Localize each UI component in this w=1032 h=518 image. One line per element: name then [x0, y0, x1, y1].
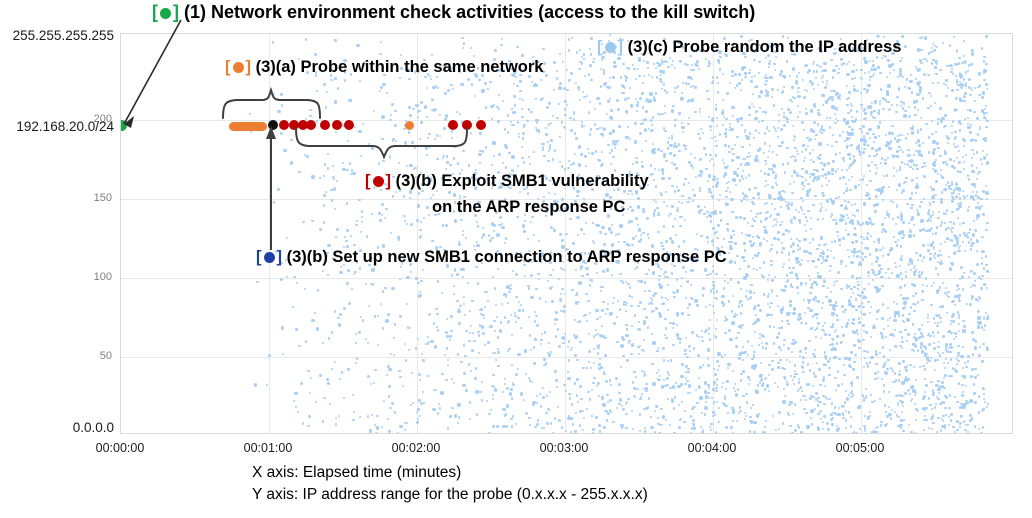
- ytick-label-max: 255.255.255.255: [12, 28, 114, 43]
- gridline-x-1: [269, 34, 270, 433]
- event-marker: [462, 120, 472, 130]
- event-marker: [121, 120, 127, 131]
- bracket-close-orange: ]: [245, 58, 252, 76]
- legend-dot-lightblue-icon: [604, 42, 616, 53]
- gridline-y-200: [121, 120, 1012, 121]
- legend-dot-red-icon: [372, 176, 384, 187]
- bracket-close-green: ]: [173, 2, 179, 22]
- gridline-x-5: [861, 34, 862, 433]
- xtick-label-4: 00:04:00: [687, 441, 737, 455]
- annotation-blue-text: (3)(b) Set up new SMB1 connection to ARP…: [286, 248, 727, 266]
- event-marker: [476, 120, 486, 130]
- annotation-lightblue-text: (3)(c) Probe random the IP address: [627, 38, 902, 56]
- bracket-close-red: ]: [385, 172, 392, 190]
- event-marker: [405, 121, 414, 130]
- bracket-open-lightblue: [: [597, 38, 603, 56]
- bracket-open-blue: [: [256, 248, 262, 266]
- ytick-label-200: 200: [93, 113, 112, 125]
- xtick-label-1: 00:01:00: [243, 441, 293, 455]
- bracket-close-blue: ]: [276, 248, 283, 266]
- event-marker: [289, 120, 299, 130]
- legend-dot-blue-icon: [263, 252, 275, 263]
- plot-area: [120, 33, 1013, 434]
- xtick-label-5: 00:05:00: [835, 441, 885, 455]
- event-marker: [279, 120, 289, 130]
- xtick-label-3: 00:03:00: [539, 441, 589, 455]
- event-marker: [332, 120, 342, 130]
- event-marker: [448, 120, 458, 130]
- x-axis-description: X axis: Elapsed time (minutes): [252, 464, 462, 481]
- annotation-red-line1: [] (3)(b) Exploit SMB1 vulnerability: [365, 172, 649, 191]
- annotation-red-line2: on the ARP response PC: [432, 198, 626, 216]
- xtick-label-0: 00:00:00: [95, 441, 145, 455]
- event-marker: [268, 120, 278, 130]
- gridline-y-50: [121, 357, 1012, 358]
- annotation-lightblue: [] (3)(c) Probe random the IP address: [597, 38, 901, 57]
- event-marker: [306, 120, 316, 130]
- gridline-x-4: [713, 34, 714, 433]
- legend-dot-orange-icon: [232, 62, 244, 73]
- bracket-open-green: [: [152, 2, 158, 22]
- ytick-label-50: 50: [99, 350, 112, 362]
- event-marker: [298, 120, 308, 130]
- marker-orange-run: [229, 122, 267, 131]
- ytick-label-150: 150: [93, 192, 112, 204]
- gridline-x-2: [417, 34, 418, 433]
- xtick-label-2: 00:02:00: [391, 441, 441, 455]
- annotation-title-text: (1) Network environment check activities…: [184, 2, 756, 22]
- ytick-label-subnet: 192.168.20.0/24: [16, 119, 114, 134]
- annotation-red-text1: (3)(b) Exploit SMB1 vulnerability: [395, 172, 649, 190]
- event-marker: [320, 120, 330, 130]
- bracket-open-orange: [: [225, 58, 231, 76]
- gridline-y-100: [121, 278, 1012, 279]
- annotation-blue: [] (3)(b) Set up new SMB1 connection to …: [256, 248, 727, 267]
- annotation-orange-text: (3)(a) Probe within the same network: [255, 58, 544, 76]
- gridline-y-150: [121, 199, 1012, 200]
- annotation-orange: [] (3)(a) Probe within the same network: [225, 58, 543, 77]
- bracket-open-red: [: [365, 172, 371, 190]
- event-marker: [344, 120, 354, 130]
- bracket-close-lightblue: ]: [617, 38, 624, 56]
- y-axis-description: Y axis: IP address range for the probe (…: [252, 486, 648, 503]
- legend-dot-green-icon: [160, 8, 171, 19]
- ytick-label-min: 0.0.0.0: [72, 420, 114, 435]
- annotation-title-green: [] (1) Network environment check activit…: [152, 2, 755, 23]
- ytick-label-100: 100: [93, 271, 112, 283]
